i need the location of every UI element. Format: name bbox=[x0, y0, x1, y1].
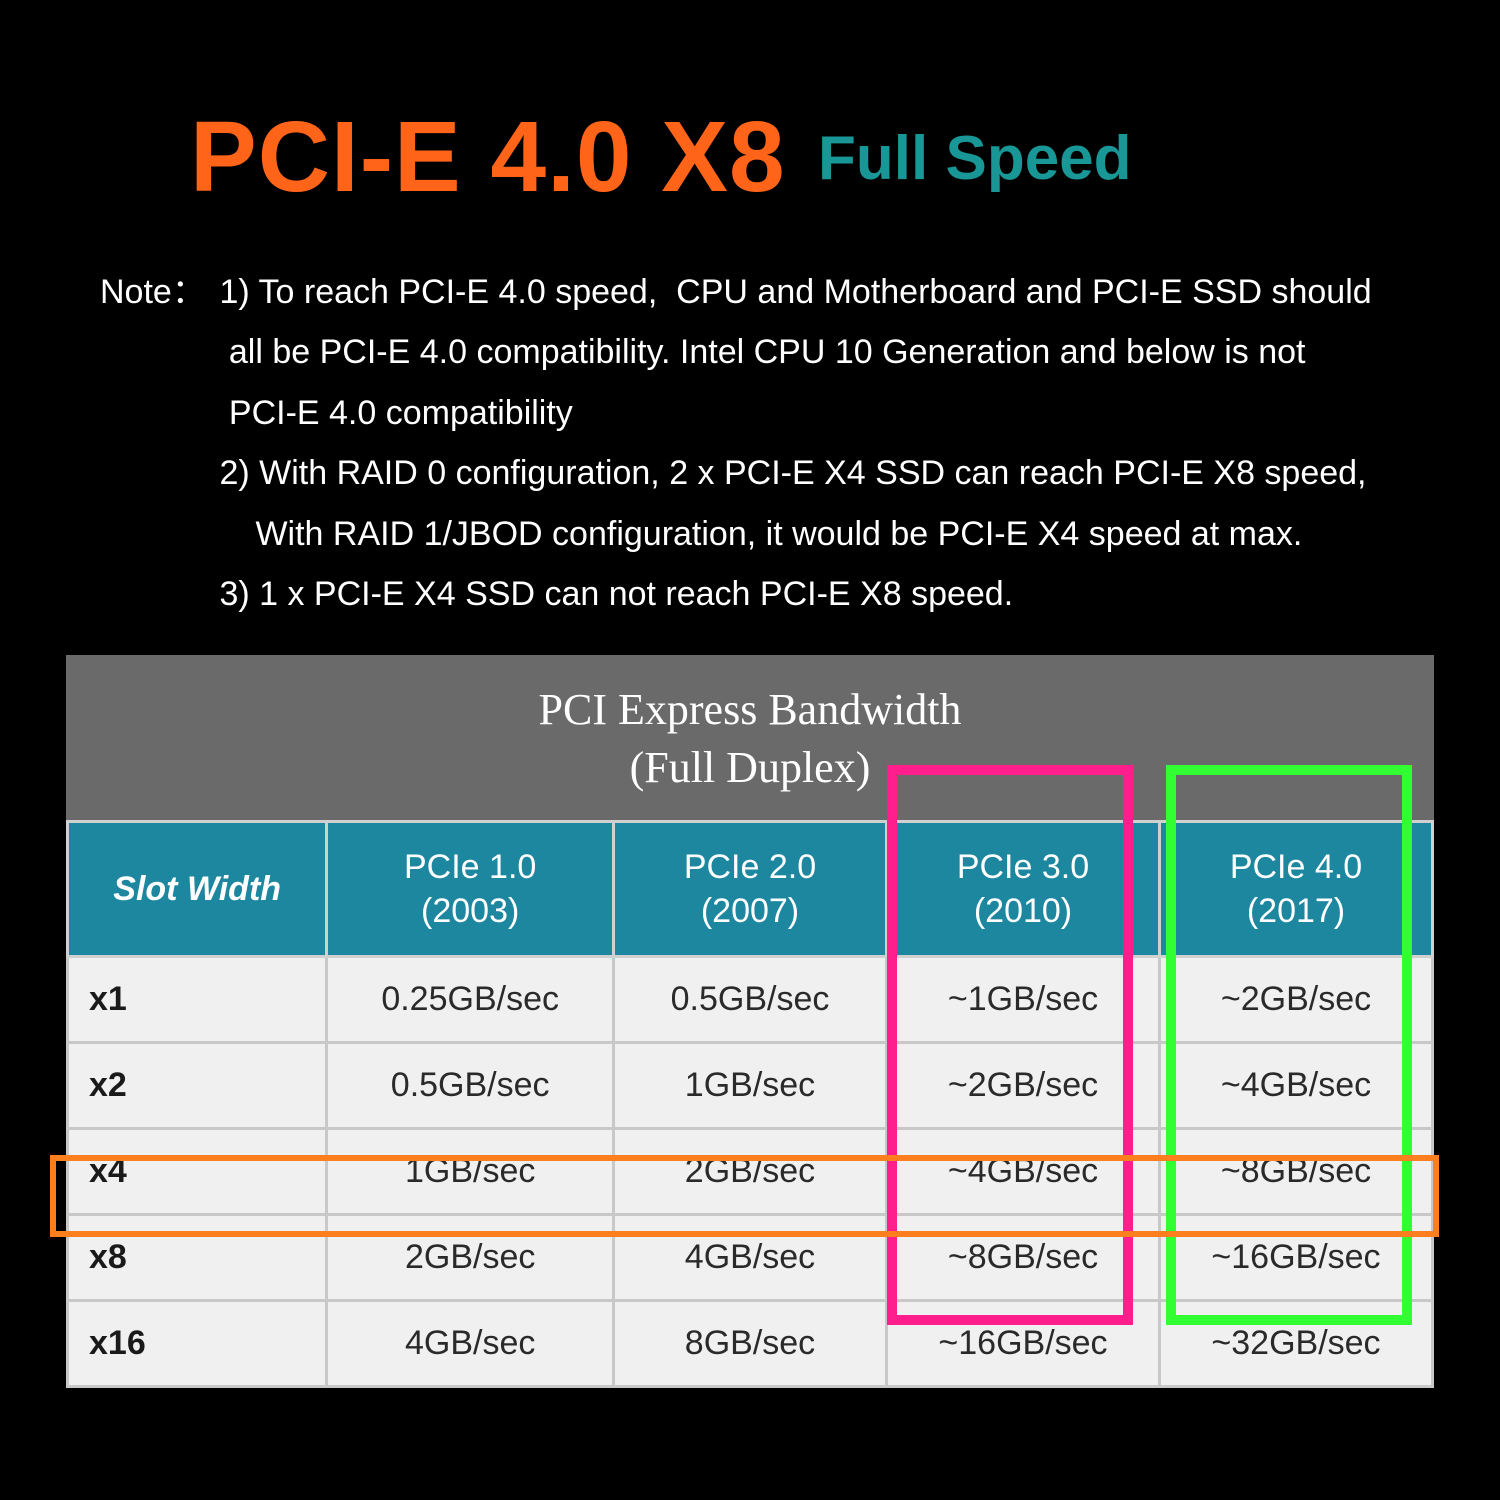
table-row: x20.5GB/sec1GB/sec~2GB/sec~4GB/sec bbox=[68, 1043, 1433, 1129]
table-title: PCI Express Bandwidth (Full Duplex) bbox=[66, 655, 1434, 819]
table-cell: 2GB/sec bbox=[327, 1215, 614, 1301]
table-cell: ~16GB/sec bbox=[886, 1301, 1159, 1387]
table-row: x41GB/sec2GB/sec~4GB/sec~8GB/sec bbox=[68, 1129, 1433, 1215]
table-cell: 1GB/sec bbox=[613, 1043, 886, 1129]
table-title-line1: PCI Express Bandwidth bbox=[539, 685, 962, 734]
table-cell: ~16GB/sec bbox=[1159, 1215, 1432, 1301]
table-cell: ~8GB/sec bbox=[886, 1215, 1159, 1301]
table-row: x10.25GB/sec0.5GB/sec~1GB/sec~2GB/sec bbox=[68, 957, 1433, 1043]
col-header: PCIe 2.0(2007) bbox=[613, 821, 886, 956]
table-cell: ~2GB/sec bbox=[1159, 957, 1432, 1043]
table-cell: 0.25GB/sec bbox=[327, 957, 614, 1043]
table-cell: ~2GB/sec bbox=[886, 1043, 1159, 1129]
table-body: x10.25GB/sec0.5GB/sec~1GB/sec~2GB/secx20… bbox=[68, 957, 1433, 1387]
table-row: x82GB/sec4GB/sec~8GB/sec~16GB/sec bbox=[68, 1215, 1433, 1301]
table-cell: 8GB/sec bbox=[613, 1301, 886, 1387]
page-title-row: PCI-E 4.0 X8 Full Speed bbox=[190, 100, 1440, 215]
table-cell: ~4GB/sec bbox=[886, 1129, 1159, 1215]
note-item: all be PCI-E 4.0 compatibility. Intel CP… bbox=[219, 325, 1379, 379]
table-cell: 4GB/sec bbox=[613, 1215, 886, 1301]
table-cell: 0.5GB/sec bbox=[327, 1043, 614, 1129]
table-cell: x16 bbox=[68, 1301, 327, 1387]
note-item: 2) With RAID 0 configuration, 2 x PCI-E … bbox=[219, 446, 1379, 500]
col-header: PCIe 3.0(2010) bbox=[886, 821, 1159, 956]
table-cell: 4GB/sec bbox=[327, 1301, 614, 1387]
col-header: PCIe 4.0(2017) bbox=[1159, 821, 1432, 956]
bandwidth-table: Slot Width PCIe 1.0(2003) PCIe 2.0(2007)… bbox=[66, 820, 1434, 1388]
table-cell: 0.5GB/sec bbox=[613, 957, 886, 1043]
title-main: PCI-E 4.0 X8 bbox=[190, 100, 786, 215]
note-item: With RAID 1/JBOD configuration, it would… bbox=[219, 507, 1379, 561]
note-label: Note： bbox=[100, 265, 210, 319]
table-cell: ~32GB/sec bbox=[1159, 1301, 1432, 1387]
title-sub: Full Speed bbox=[818, 123, 1131, 194]
note-item: PCI-E 4.0 compatibility bbox=[219, 386, 1379, 440]
table-cell: ~1GB/sec bbox=[886, 957, 1159, 1043]
notes-block: Note： 1) To reach PCI-E 4.0 speed, CPU a… bbox=[100, 265, 1440, 627]
note-item: 1) To reach PCI-E 4.0 speed, CPU and Mot… bbox=[219, 265, 1379, 319]
table-cell: ~4GB/sec bbox=[1159, 1043, 1432, 1129]
table-cell: 2GB/sec bbox=[613, 1129, 886, 1215]
table-title-line2: (Full Duplex) bbox=[630, 743, 871, 792]
table-cell: x2 bbox=[68, 1043, 327, 1129]
table-cell: x4 bbox=[68, 1129, 327, 1215]
note-item: 3) 1 x PCI-E X4 SSD can not reach PCI-E … bbox=[219, 567, 1379, 621]
table-cell: x1 bbox=[68, 957, 327, 1043]
col-header: Slot Width bbox=[68, 821, 327, 956]
table-header-row: Slot Width PCIe 1.0(2003) PCIe 2.0(2007)… bbox=[68, 821, 1433, 956]
table-cell: x8 bbox=[68, 1215, 327, 1301]
bandwidth-table-wrap: PCI Express Bandwidth (Full Duplex) Slot… bbox=[66, 655, 1434, 1388]
table-row: x164GB/sec8GB/sec~16GB/sec~32GB/sec bbox=[68, 1301, 1433, 1387]
table-cell: ~8GB/sec bbox=[1159, 1129, 1432, 1215]
note-body: 1) To reach PCI-E 4.0 speed, CPU and Mot… bbox=[219, 265, 1379, 627]
col-header: PCIe 1.0(2003) bbox=[327, 821, 614, 956]
table-cell: 1GB/sec bbox=[327, 1129, 614, 1215]
